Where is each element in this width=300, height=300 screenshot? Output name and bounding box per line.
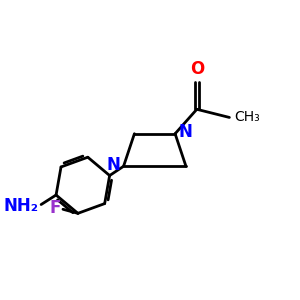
Text: N: N [106, 156, 120, 174]
Text: F: F [50, 199, 61, 217]
Text: CH₃: CH₃ [234, 110, 260, 124]
Text: O: O [190, 60, 204, 78]
Text: NH₂: NH₂ [4, 197, 39, 215]
Text: N: N [178, 123, 192, 141]
